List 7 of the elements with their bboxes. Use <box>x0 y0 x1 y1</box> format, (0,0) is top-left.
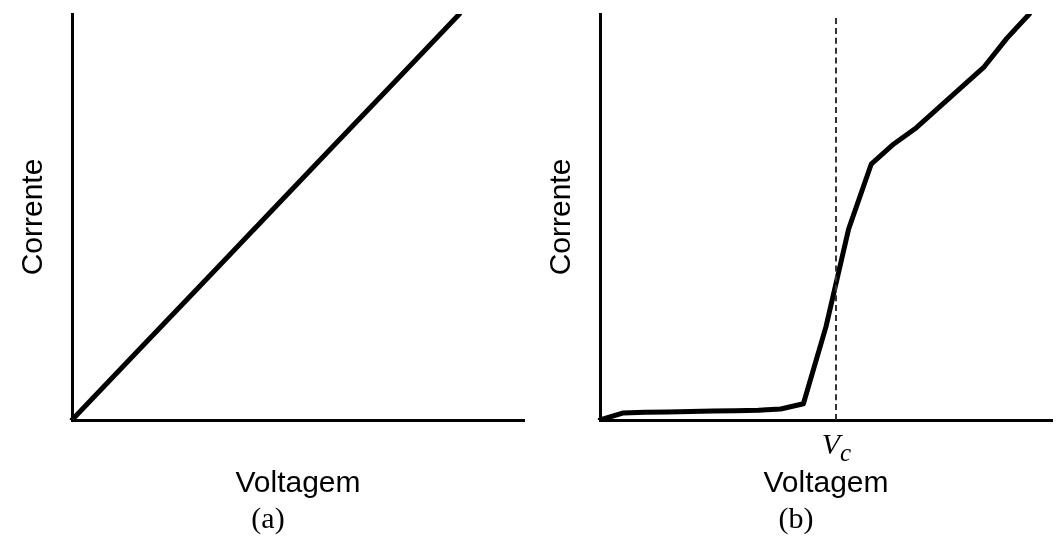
text: (a) <box>251 500 285 535</box>
text: (b) <box>778 500 814 535</box>
x-axis-title: Voltagem <box>235 465 361 499</box>
x-axis-title: Voltagem <box>763 465 889 499</box>
y-axis-title: Corrente <box>543 158 577 276</box>
y-axis-title: Corrente <box>15 158 49 276</box>
text: V$_{c}$ <box>821 427 852 466</box>
